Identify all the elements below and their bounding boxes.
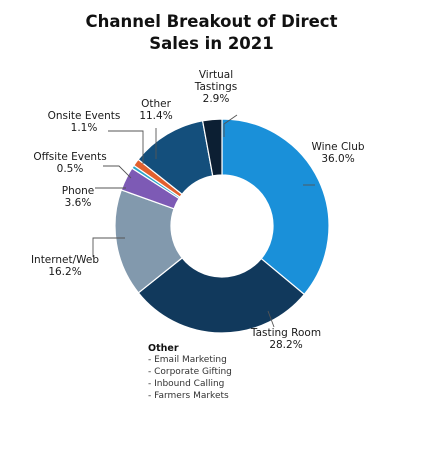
- label-other: Other 11.4%: [139, 98, 172, 122]
- slice-labels: Wine Club 36.0% Tasting Room 28.2% Internet/…: [31, 69, 365, 351]
- label-line: 28.2%: [269, 339, 302, 351]
- other-note-item: - Email Marketing: [148, 355, 227, 365]
- label-offsite-events: Offsite Events 0.5%: [33, 151, 106, 175]
- other-note-item: - Inbound Calling: [148, 379, 224, 389]
- leader-internet-web: [92, 237, 125, 257]
- label-line: Internet/Web: [31, 254, 99, 266]
- label-line: Virtual: [199, 69, 233, 81]
- label-line: 3.6%: [65, 197, 92, 209]
- leader-lines: [92, 114, 315, 328]
- slice-tasting-room: [137, 257, 306, 334]
- label-line: Onsite Events: [48, 110, 121, 122]
- chart-title-line-2: Sales in 2021: [149, 34, 274, 53]
- label-line: 1.1%: [71, 122, 98, 134]
- leader-onsite-events: [108, 130, 144, 164]
- label-line: Tastings: [194, 81, 237, 93]
- other-note-item: - Corporate Gifting: [148, 367, 232, 377]
- other-note-title: Other: [148, 343, 179, 354]
- label-onsite-events: Onsite Events 1.1%: [48, 110, 121, 134]
- donut-slices: [114, 118, 330, 334]
- label-line: Other: [141, 98, 171, 110]
- label-phone: Phone 3.6%: [62, 185, 95, 209]
- leader-offsite-events: [103, 165, 132, 179]
- leader-tasting-room: [267, 310, 275, 328]
- label-line: 2.9%: [203, 93, 230, 105]
- label-tasting-room: Tasting Room 28.2%: [250, 327, 321, 351]
- chart-title-line-1: Channel Breakout of Direct: [86, 12, 338, 31]
- label-line: 36.0%: [321, 153, 354, 165]
- label-virtual-tastings: Virtual Tastings 2.9%: [194, 69, 237, 105]
- other-note-item: - Farmers Markets: [148, 391, 229, 401]
- leader-virtual-tastings: [223, 114, 238, 137]
- chart-title: Channel Breakout of Direct Sales in 2021: [86, 12, 338, 53]
- other-note: Other - Email Marketing - Corporate Gift…: [148, 343, 232, 401]
- slice-wine-club: [221, 118, 330, 296]
- label-internet-web: Internet/Web 16.2%: [31, 254, 99, 278]
- label-wine-club: Wine Club 36.0%: [311, 141, 364, 165]
- label-line: Wine Club: [311, 141, 364, 153]
- slice-virtual-tastings: [201, 118, 223, 177]
- label-line: 0.5%: [57, 163, 84, 175]
- label-line: Offsite Events: [33, 151, 106, 163]
- label-line: Phone: [62, 185, 95, 197]
- label-line: 11.4%: [139, 110, 172, 122]
- label-line: Tasting Room: [250, 327, 321, 339]
- label-line: 16.2%: [48, 266, 81, 278]
